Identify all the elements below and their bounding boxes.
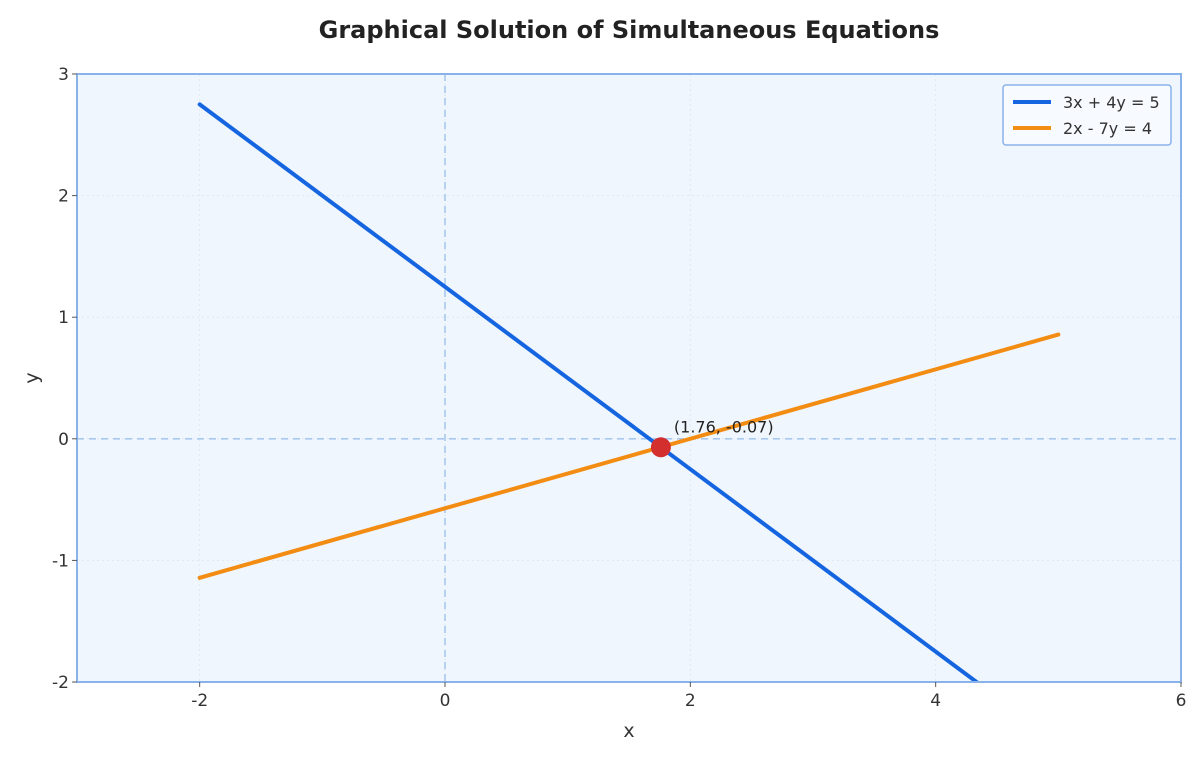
y-tick-label: 0 (58, 430, 69, 450)
y-tick-label: 3 (58, 65, 69, 85)
chart-title: Graphical Solution of Simultaneous Equat… (319, 16, 940, 44)
series-line-1 (197, 102, 980, 682)
x-tick-label: 4 (930, 691, 941, 711)
x-tick-label: 2 (685, 691, 696, 711)
x-tick-label: 6 (1176, 691, 1187, 711)
intersection-point (650, 437, 671, 458)
x-tick-label: -2 (191, 691, 208, 711)
legend-label-2: 2x - 7y = 4 (1063, 119, 1152, 138)
series-group (197, 102, 1061, 682)
y-axis-label: y (21, 372, 43, 383)
plot-background (77, 74, 1181, 682)
plot-border (76, 73, 1182, 683)
y-tick-label: 1 (58, 308, 69, 328)
intersection-label: (1.76, -0.07) (674, 417, 774, 436)
x-tick-label: 0 (440, 691, 451, 711)
y-tick-label: -2 (52, 673, 69, 693)
series-line-2 (197, 332, 1061, 580)
plot-group: (1.76, -0.07) -2 0 2 4 6 -2 -1 0 1 2 3 3x + 4y = 5 2x… (52, 65, 1187, 711)
y-tick-label: 2 (58, 187, 69, 207)
legend: 3x + 4y = 5 2x - 7y = 4 (1002, 84, 1172, 146)
legend-label-1: 3x + 4y = 5 (1063, 93, 1160, 112)
x-axis-label: x (623, 720, 634, 742)
y-tick-label: -1 (52, 551, 69, 571)
